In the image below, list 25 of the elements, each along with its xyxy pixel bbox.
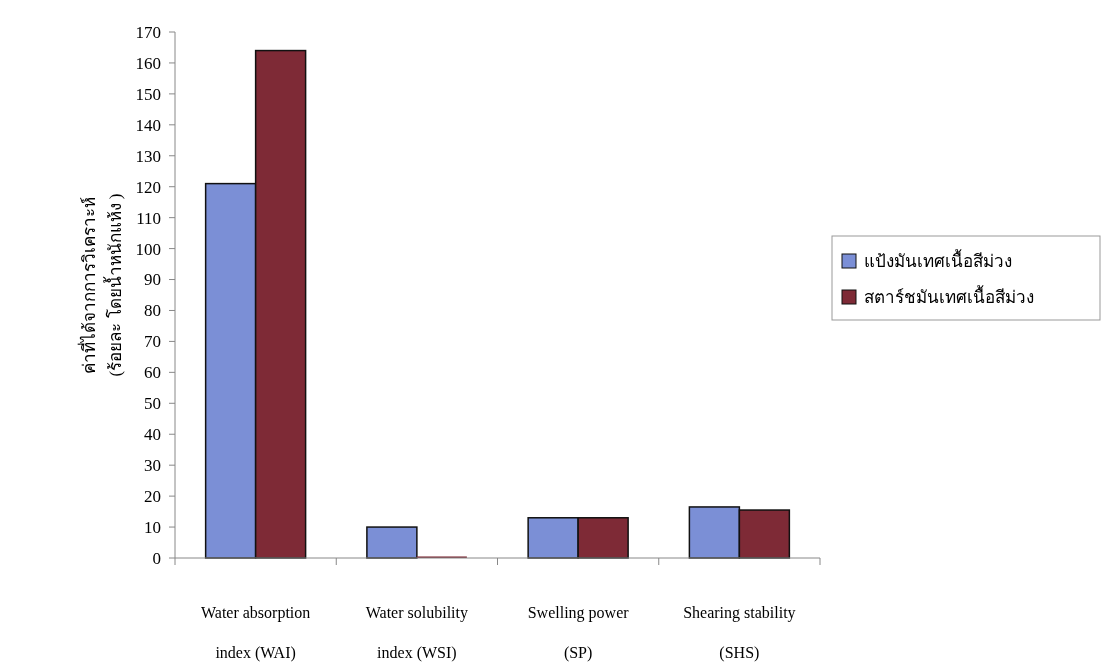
category-label: Water solubility index (WSI) bbox=[365, 604, 468, 661]
y-tick-label: 30 bbox=[144, 456, 161, 476]
y-tick-label: 10 bbox=[144, 518, 161, 538]
y-tick-label: 130 bbox=[135, 146, 161, 166]
y-tick-label: 50 bbox=[144, 394, 161, 414]
y-tick-label: 80 bbox=[144, 301, 161, 321]
category-label: Water absorption index (WAI) bbox=[200, 604, 311, 661]
y-tick-label: 40 bbox=[144, 425, 161, 445]
category-label: Shearing stability (SHS) bbox=[683, 604, 796, 661]
y-tick-label: 140 bbox=[135, 115, 161, 135]
y-tick-label: 0 bbox=[152, 548, 161, 568]
y-tick-label: 170 bbox=[135, 22, 161, 42]
y-tick-label: 160 bbox=[135, 53, 161, 73]
y-tick-label: 90 bbox=[144, 270, 161, 290]
y-tick-label: 60 bbox=[144, 363, 161, 383]
y-tick-label: 20 bbox=[144, 487, 161, 507]
y-tick-label: 100 bbox=[135, 239, 161, 259]
legend-label: สตาร์ชมันเทศเนื้อสีม่วง bbox=[864, 284, 1034, 307]
category-label: Swelling power (SP) bbox=[527, 604, 629, 661]
y-tick-label: 70 bbox=[144, 332, 161, 352]
y-tick-label: 110 bbox=[136, 208, 161, 228]
legend-label: แป้งมันเทศเนื้อสีม่วง bbox=[864, 248, 1012, 271]
y-tick-label: 150 bbox=[135, 84, 161, 104]
y-axis-title: ค่าที่ได้จากการวิเคราะห์ (ร้อยละ โดยน้ำหนักแห้ง ) bbox=[77, 193, 125, 377]
y-tick-label: 120 bbox=[135, 177, 161, 197]
